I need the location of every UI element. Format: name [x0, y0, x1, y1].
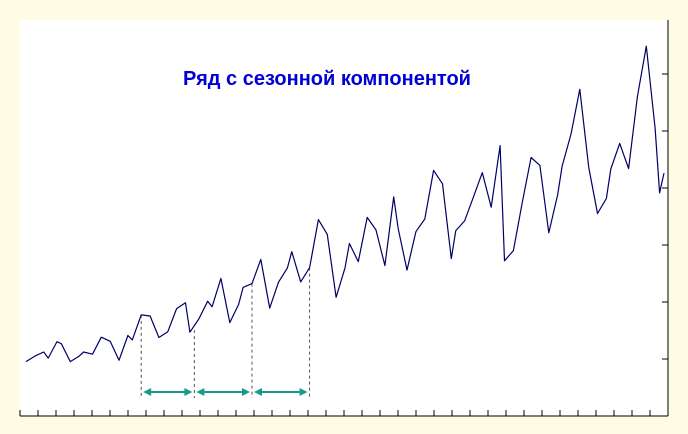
chart-title: Ряд с сезонной компонентой: [183, 68, 471, 90]
season-arrow-head-right: [184, 388, 193, 396]
plot-area: [20, 20, 668, 416]
season-arrow: [143, 388, 193, 396]
season-arrows: [143, 388, 308, 396]
season-arrow-head-left: [196, 388, 205, 396]
season-arrow: [253, 388, 308, 396]
x-axis-ticks: [19, 410, 669, 416]
series-line-0: [25, 45, 665, 363]
season-markers: [140, 267, 311, 398]
season-arrow-head-left: [253, 388, 262, 396]
season-arrow-head-right: [241, 388, 250, 396]
series-layer: [25, 45, 665, 363]
season-arrow-head-right: [299, 388, 308, 396]
season-arrow: [196, 388, 250, 396]
season-arrow-head-left: [143, 388, 152, 396]
